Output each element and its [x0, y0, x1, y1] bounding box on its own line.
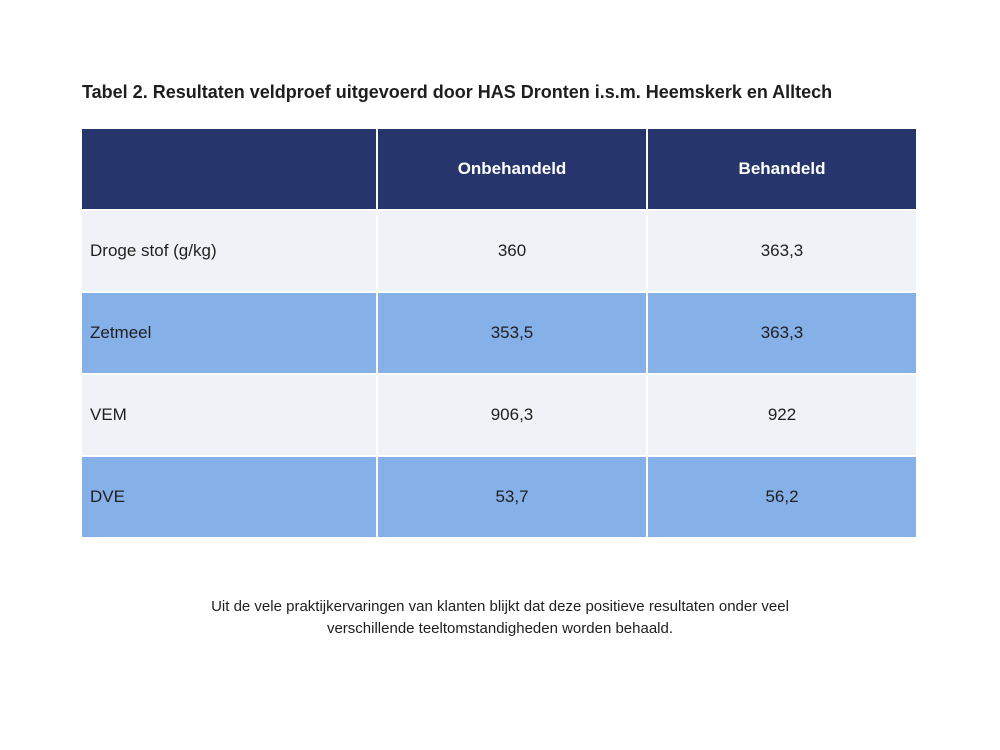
- onbehandeld-value: 53,7: [377, 455, 648, 537]
- behandeld-value: 363,3: [647, 209, 916, 292]
- row-label: DVE: [82, 455, 378, 537]
- behandeld-value: 363,3: [647, 291, 916, 374]
- results-table: Onbehandeld Behandeld Droge stof (g/kg) …: [82, 129, 916, 537]
- behandeld-value: 56,2: [647, 455, 916, 537]
- footer-paragraph: Uit de vele praktijkervaringen van klant…: [0, 596, 1000, 640]
- behandeld-value: 922: [647, 373, 916, 456]
- header-empty-cell: [82, 129, 378, 210]
- row-label: VEM: [82, 373, 378, 456]
- header-onbehandeld: Onbehandeld: [377, 129, 648, 210]
- onbehandeld-value: 353,5: [377, 291, 648, 374]
- footer-line: verschillende teeltomstandigheden worden…: [326, 620, 674, 637]
- table-row: Zetmeel 353,5 363,3: [82, 291, 916, 374]
- onbehandeld-value: 360: [377, 209, 648, 292]
- header-behandeld: Behandeld: [647, 129, 916, 210]
- footer-line: Uit de vele praktijkervaringen van klant…: [211, 598, 789, 615]
- onbehandeld-value: 906,3: [377, 373, 648, 456]
- row-label: Zetmeel: [82, 291, 378, 374]
- table-row: Droge stof (g/kg) 360 363,3: [82, 209, 916, 292]
- table-row: DVE 53,7 56,2: [82, 455, 916, 537]
- table-header-row: Onbehandeld Behandeld: [82, 129, 916, 210]
- table-caption: Tabel 2. Resultaten veldproef uitgevoerd…: [82, 82, 833, 102]
- row-label: Droge stof (g/kg): [82, 209, 378, 292]
- table-row: VEM 906,3 922: [82, 373, 916, 456]
